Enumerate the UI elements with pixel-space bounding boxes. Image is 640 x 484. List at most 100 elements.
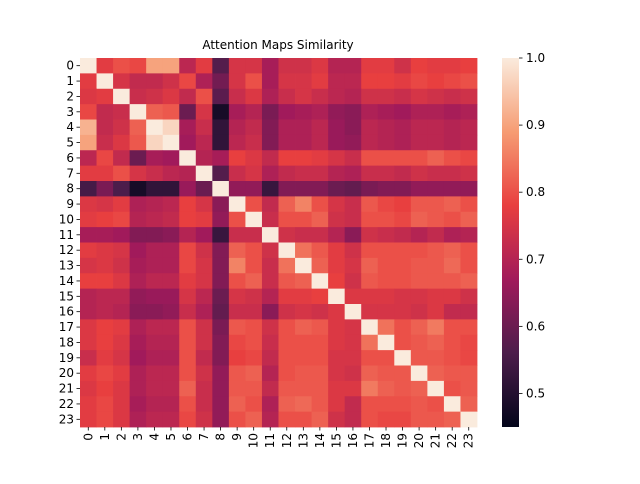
heatmap-cell-1-1: [96, 73, 114, 90]
heatmap-cell-3-7: [195, 104, 213, 120]
heatmap-cell-3-22: [443, 104, 461, 120]
heatmap-cell-21-0: [80, 380, 97, 397]
heatmap-cell-12-11: [261, 242, 279, 259]
col-tick-label: 19: [396, 433, 410, 448]
heatmap-cell-3-4: [146, 104, 164, 120]
col-tick-label: 0: [81, 433, 95, 441]
heatmap-cell-3-1: [96, 104, 114, 120]
heatmap-cell-3-3: [129, 104, 147, 120]
heatmap-cell-6-22: [443, 150, 461, 167]
heatmap-cell-7-3: [129, 165, 147, 182]
heatmap-cell-7-22: [443, 165, 461, 182]
heatmap-cell-6-16: [344, 150, 362, 167]
row-tick-label: 17: [59, 320, 74, 334]
heatmap-cell-0-5: [162, 58, 180, 74]
heatmap-cell-9-22: [443, 196, 461, 213]
heatmap-cell-16-8: [212, 304, 230, 320]
heatmap-cell-7-12: [278, 165, 296, 182]
heatmap-cell-11-11: [261, 227, 279, 243]
heatmap-cell-1-14: [311, 73, 329, 90]
heatmap-cell-22-0: [80, 396, 97, 413]
heatmap-cell-1-5: [162, 73, 180, 90]
heatmap-cell-18-12: [278, 334, 296, 351]
row-tick-label: 1: [66, 74, 74, 88]
heatmap-cell-5-19: [394, 134, 412, 151]
heatmap-cell-12-2: [113, 242, 131, 259]
heatmap-cell-7-20: [410, 165, 428, 182]
heatmap-cell-6-14: [311, 150, 329, 167]
heatmap-cell-13-0: [80, 257, 97, 274]
heatmap-cell-15-23: [460, 288, 478, 305]
heatmap-cell-2-4: [146, 88, 164, 105]
heatmap-cell-12-22: [443, 242, 461, 259]
col-tick-label: 23: [462, 433, 476, 448]
heatmap-cell-7-11: [261, 165, 279, 182]
heatmap-cell-12-18: [377, 242, 395, 259]
heatmap-cell-10-2: [113, 211, 131, 228]
heatmap-cell-7-6: [179, 165, 197, 182]
heatmap-cell-8-22: [443, 181, 461, 197]
row-tick-label: 3: [66, 105, 74, 119]
heatmap-cell-10-12: [278, 211, 296, 228]
heatmap-cell-17-5: [162, 319, 180, 336]
heatmap-cell-14-21: [427, 273, 445, 290]
heatmap-cell-4-15: [328, 119, 346, 136]
heatmap-cell-6-3: [129, 150, 147, 167]
heatmap-cell-20-23: [460, 365, 478, 382]
col-tick-label: 16: [346, 433, 360, 448]
heatmap-cell-1-21: [427, 73, 445, 90]
col-tick-label: 6: [181, 433, 195, 441]
col-tick-label: 5: [164, 433, 178, 441]
col-tick-label: 3: [131, 433, 145, 441]
heatmap-cell-18-16: [344, 334, 362, 351]
heatmap-cell-13-2: [113, 257, 131, 274]
heatmap-cell-11-22: [443, 227, 461, 243]
heatmap-cell-20-10: [245, 365, 263, 382]
heatmap-cell-3-9: [228, 104, 246, 120]
heatmap-cell-9-1: [96, 196, 114, 213]
heatmap-cell-5-10: [245, 134, 263, 151]
heatmap-cell-13-8: [212, 257, 230, 274]
heatmap-cell-11-10: [245, 227, 263, 243]
heatmap-cell-6-19: [394, 150, 412, 167]
heatmap-cell-20-8: [212, 365, 230, 382]
heatmap-cell-20-19: [394, 365, 412, 382]
heatmap-cell-21-10: [245, 380, 263, 397]
heatmap-cell-8-23: [460, 181, 478, 197]
heatmap-cell-14-20: [410, 273, 428, 290]
heatmap-cell-9-5: [162, 196, 180, 213]
heatmap-cell-2-12: [278, 88, 296, 105]
heatmap-cell-3-14: [311, 104, 329, 120]
heatmap-cell-3-11: [261, 104, 279, 120]
heatmap-cell-14-16: [344, 273, 362, 290]
heatmap-cell-5-9: [228, 134, 246, 151]
heatmap-cell-11-23: [460, 227, 478, 243]
heatmap-cell-4-4: [146, 119, 164, 136]
row-tick-label: 23: [59, 412, 74, 426]
heatmap-cell-19-12: [278, 350, 296, 366]
heatmap-cell-3-23: [460, 104, 478, 120]
heatmap-cell-15-21: [427, 288, 445, 305]
heatmap-cell-10-7: [195, 211, 213, 228]
heatmap-cell-1-11: [261, 73, 279, 90]
col-tick-label: 17: [362, 433, 376, 448]
heatmap-cell-0-15: [328, 58, 346, 74]
heatmap-cell-23-16: [344, 411, 362, 428]
heatmap-cell-6-1: [96, 150, 114, 167]
heatmap-cell-9-15: [328, 196, 346, 213]
heatmap-cell-10-6: [179, 211, 197, 228]
heatmap-cell-8-21: [427, 181, 445, 197]
col-tick-label: 7: [197, 433, 211, 441]
heatmap-cell-5-4: [146, 134, 164, 151]
heatmap-cell-23-3: [129, 411, 147, 428]
heatmap-cell-4-17: [361, 119, 379, 136]
heatmap-cell-17-8: [212, 319, 230, 336]
col-tick-label: 2: [114, 433, 128, 441]
heatmap-cell-4-8: [212, 119, 230, 136]
heatmap-cell-11-8: [212, 227, 230, 243]
heatmap-cell-15-6: [179, 288, 197, 305]
heatmap-cell-1-4: [146, 73, 164, 90]
heatmap-cell-15-13: [295, 288, 312, 305]
heatmap-cell-8-1: [96, 181, 114, 197]
heatmap-cell-6-11: [261, 150, 279, 167]
